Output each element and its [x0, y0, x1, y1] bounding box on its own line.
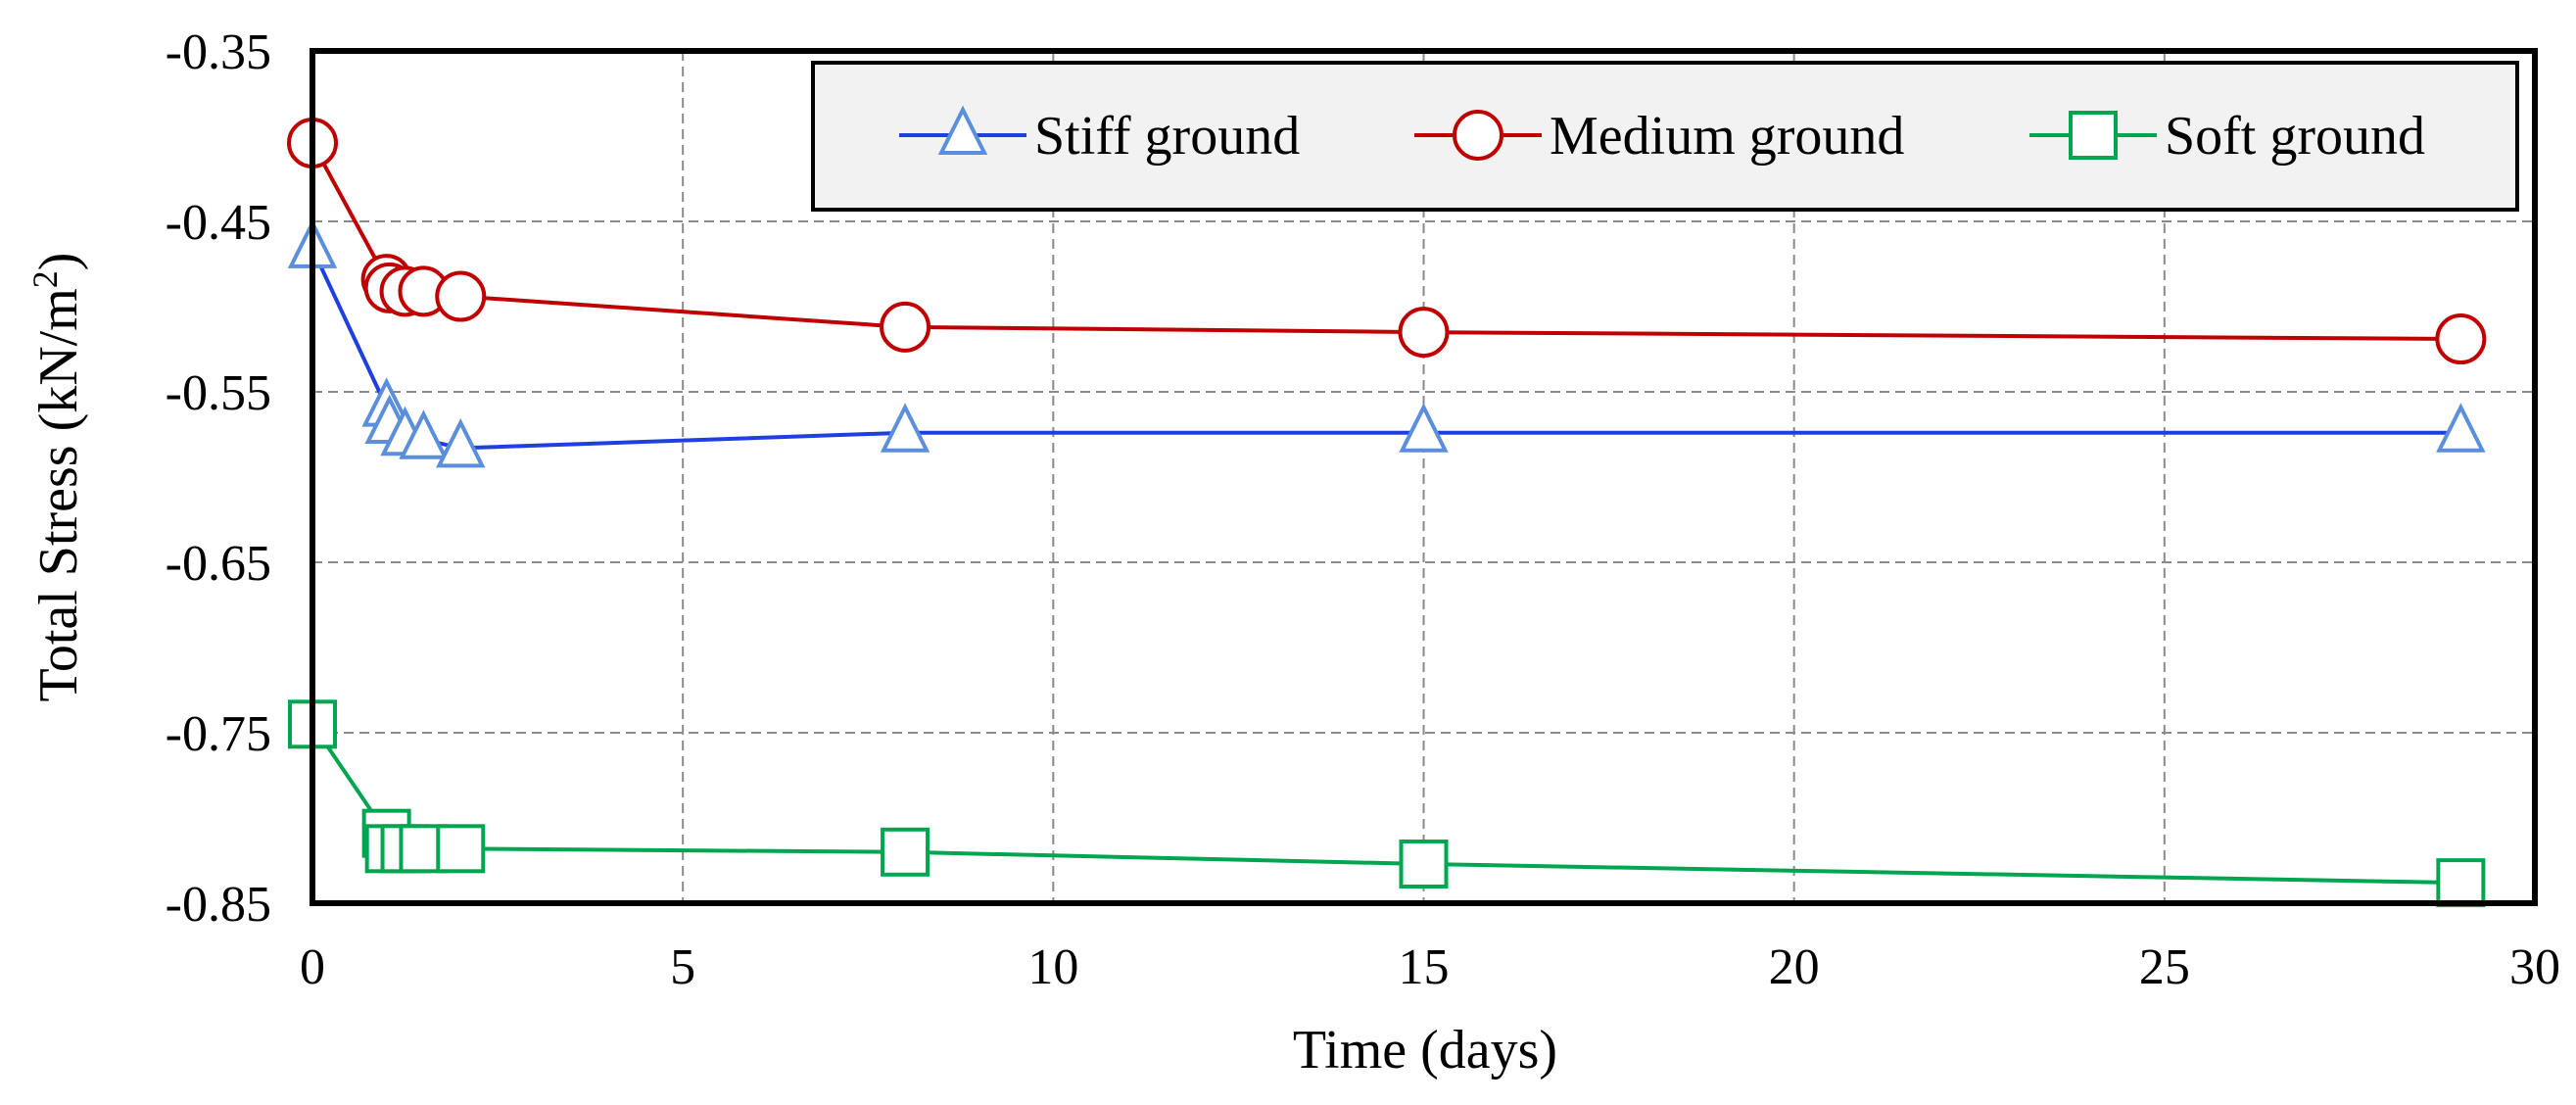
legend-item-stiff-ground: Stiff ground: [899, 105, 1300, 167]
legend: Stiff ground Medium ground Soft ground: [811, 61, 2519, 212]
stiff-ground-line: [310, 247, 2461, 451]
soft-ground-line: [310, 723, 2461, 886]
soft-ground-series: [288, 699, 2486, 908]
soft-ground-point: [1399, 839, 1449, 889]
legend-label: Medium ground: [1550, 106, 1904, 167]
y-tick-label: -0.55: [166, 365, 271, 421]
y-tick-label: -0.75: [166, 706, 271, 762]
stiff-ground-point: [1399, 403, 1449, 453]
legend-label: Soft ground: [2165, 106, 2425, 167]
y-tick-label: -0.45: [166, 195, 271, 251]
medium-ground-point: [2435, 313, 2487, 365]
y-axis-title-main: Total Stress (kN/m: [28, 288, 89, 701]
x-tick-label: 15: [1399, 939, 1450, 995]
y-axis-title-close: ): [28, 253, 89, 271]
series-layer: [287, 117, 2487, 908]
soft-ground-point: [2436, 858, 2486, 908]
tick-labels: 0 5 10 15 20 25 30 -0.35 -0.45 -0.55 -0.65 -0.75 -0.…: [166, 24, 2560, 995]
stiff-ground-series: [287, 218, 2486, 468]
y-axis-title: Total Stress (kN/m2): [25, 253, 89, 702]
x-axis-title: Time (days): [1293, 1020, 1557, 1081]
x-tick-label: 20: [1769, 939, 1820, 995]
medium-ground-series: [287, 117, 2487, 365]
medium-ground-point: [435, 270, 487, 322]
legend-marker: [1453, 110, 1503, 161]
soft-ground-point: [881, 827, 930, 877]
legend-label: Stiff ground: [1034, 106, 1300, 167]
y-tick-label: -0.65: [166, 536, 271, 592]
x-tick-label: 10: [1027, 939, 1078, 995]
x-tick-label: 0: [300, 939, 325, 995]
stiff-ground-point: [399, 409, 449, 459]
x-tick-label: 30: [2509, 939, 2560, 995]
x-tick-label: 25: [2139, 939, 2190, 995]
stiff-ground-point: [2436, 403, 2486, 453]
medium-ground-point: [880, 301, 931, 353]
y-tick-label: -0.35: [166, 24, 271, 80]
plot-frame: [310, 48, 2538, 906]
x-tick-label: 5: [670, 939, 695, 995]
legend-item-soft-ground: Soft ground: [2029, 106, 2425, 167]
legend-marker: [2069, 111, 2118, 160]
medium-ground-point: [1398, 307, 1450, 359]
legend-marker: [937, 105, 988, 155]
stiff-ground-point: [880, 403, 930, 453]
legend-item-medium-ground: Medium ground: [1414, 106, 1904, 167]
y-axis-title-sup: 2: [25, 270, 65, 288]
stiff-ground-point: [436, 417, 486, 468]
y-tick-label: -0.85: [166, 877, 271, 933]
legend-box: [811, 61, 2519, 212]
soft-ground-point: [436, 824, 486, 874]
